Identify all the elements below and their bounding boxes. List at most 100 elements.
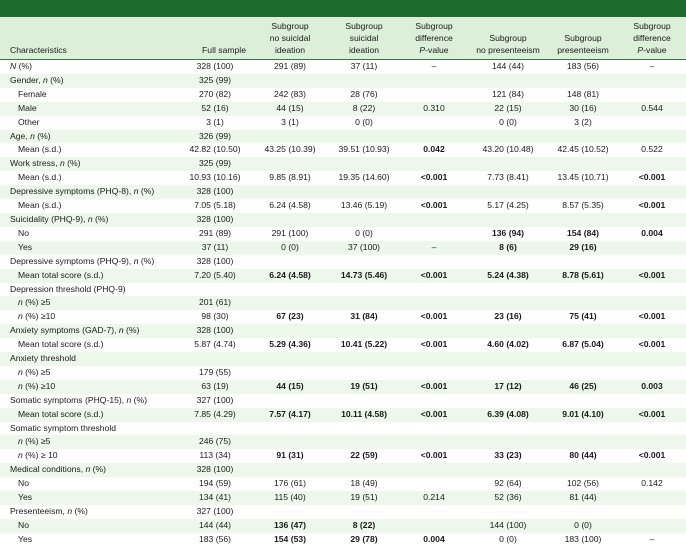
row-label: No — [18, 227, 29, 238]
table-cell: 10.11 (4.58) — [341, 408, 387, 419]
table-cell: 4.60 (4.02) — [487, 339, 529, 350]
table-cell: 0 (0) — [281, 241, 299, 252]
table-cell: 9.01 (4.10) — [562, 408, 604, 419]
table-cell: 5.17 (4.25) — [487, 200, 529, 211]
table-cell — [548, 296, 618, 310]
table-cell: 0 (0) — [499, 533, 517, 544]
table-cell — [468, 352, 548, 366]
header-pvalue-suicidal: Subgroup difference P-value — [415, 21, 453, 55]
row-label: n (%) ≥ 10 — [18, 450, 58, 461]
row-label: Male — [18, 102, 37, 113]
table-cell — [400, 185, 468, 199]
table-cell: 0.004 — [423, 533, 445, 544]
table-cell — [548, 422, 618, 436]
characteristics-table: Characteristics Full sample Subgroup no s… — [0, 17, 686, 547]
table-cell — [328, 185, 400, 199]
table-cell: 291 (89) — [198, 227, 231, 238]
table-cell — [328, 366, 400, 380]
row-label: Somatic symptom threshold — [10, 422, 117, 433]
row-label: Depression threshold (PHQ-9) — [10, 283, 126, 294]
table-cell — [618, 255, 686, 269]
table-cell — [618, 394, 686, 408]
table-cell: 8 (6) — [499, 241, 517, 252]
table-row: n (%) ≥5 179 (55) — [0, 366, 686, 380]
row-label: n (%) ≥10 — [18, 311, 56, 322]
table-row: No 194 (59) 176 (61) 18 (49) 92 (64) 102 (56)… — [0, 477, 686, 491]
table-row: n (%) ≥10 63 (19) 44 (15) 19 (51) <0.001 17 (… — [0, 379, 686, 394]
table-row: Anxiety threshold — [0, 352, 686, 366]
table-cell: 5.87 (4.74) — [194, 339, 236, 350]
table-cell: 19 (51) — [350, 492, 378, 503]
table-cell: <0.001 — [420, 172, 448, 183]
table-cell — [328, 296, 400, 310]
table-row: Mean total score (s.d.) 7.85 (4.29) 7.57 (… — [0, 407, 686, 422]
table-cell — [548, 324, 618, 338]
row-label: n (%) ≥5 — [18, 436, 51, 447]
row-label: Yes — [18, 241, 33, 252]
table-cell: 22 (15) — [494, 102, 522, 113]
table-cell — [618, 324, 686, 338]
table-cell: 176 (61) — [273, 478, 306, 489]
table-cell: 328 (100) — [196, 325, 234, 336]
table-cell: 0.142 — [641, 478, 663, 489]
table-cell: 81 (44) — [569, 492, 597, 503]
table-row: Presenteeism, n (%) 327 (100) — [0, 505, 686, 519]
table-cell — [618, 116, 686, 130]
table-cell: 37 (11) — [201, 241, 229, 252]
table-body: N (%) 328 (100) 291 (89) 37 (11) – 144 (44) 18… — [0, 60, 686, 547]
table-cell — [618, 157, 686, 171]
row-label: Anxiety threshold — [10, 353, 76, 364]
table-cell — [618, 88, 686, 102]
table-cell: 246 (75) — [198, 436, 231, 447]
table-cell: – — [649, 61, 655, 71]
table-row: Yes 37 (11) 0 (0) 37 (100) – 8 (6) 29 (16) — [0, 240, 686, 255]
row-label: Mean (s.d.) — [18, 172, 62, 183]
table-cell: 327 (100) — [196, 394, 234, 405]
table-cell: 327 (100) — [196, 506, 234, 516]
table-cell — [548, 130, 618, 144]
table-cell: 75 (41) — [569, 311, 597, 322]
table-cell: <0.001 — [420, 380, 448, 391]
row-label: Suicidality (PHQ-9), n (%) — [10, 213, 109, 224]
row-label: n (%) ≥10 — [18, 380, 56, 391]
table-cell — [548, 435, 618, 449]
table-cell — [468, 213, 548, 227]
table-cell: 179 (55) — [198, 366, 231, 377]
table-cell — [468, 296, 548, 310]
table-cell — [328, 283, 400, 297]
table-cell — [252, 366, 328, 380]
table-cell: 29 (16) — [569, 241, 597, 252]
table-cell — [328, 394, 400, 408]
row-label: No — [18, 478, 29, 489]
table-cell: 328 (100) — [196, 213, 234, 224]
table-cell — [618, 505, 686, 519]
table-cell: 0.004 — [641, 227, 663, 238]
table-cell: – — [431, 61, 437, 71]
row-label: Mean (s.d.) — [18, 200, 62, 211]
row-label: n (%) ≥5 — [18, 297, 51, 308]
table-cell — [400, 283, 468, 297]
table-row: n (%) ≥10 98 (30) 67 (23) 31 (84) <0.001 23 (… — [0, 310, 686, 324]
header-no-suicidal-ideation: Subgroup no suicidal ideation — [269, 21, 311, 55]
table-cell: 14.73 (5.46) — [340, 269, 388, 280]
table-row: Gender, n (%) 325 (99) — [0, 73, 686, 88]
table-cell: 136 (47) — [273, 519, 306, 530]
table-row: Medical conditions, n (%) 328 (100) — [0, 463, 686, 478]
table-cell — [328, 505, 400, 519]
table-cell: 0.042 — [423, 144, 445, 155]
table-cell — [252, 505, 328, 519]
table-cell — [400, 88, 468, 102]
table-cell: 7.05 (5.18) — [194, 200, 236, 211]
table-cell: <0.001 — [638, 200, 666, 211]
table-cell — [618, 491, 686, 505]
table-cell — [328, 463, 400, 477]
table-cell — [468, 130, 548, 144]
table-cell — [252, 283, 328, 297]
table-cell — [468, 435, 548, 449]
table-cell — [252, 394, 328, 408]
table-cell: 113 (34) — [199, 450, 231, 461]
table-cell: – — [649, 533, 655, 544]
table-cell: 10.93 (10.16) — [189, 172, 241, 183]
row-label: Yes — [18, 492, 33, 503]
table-cell — [468, 157, 548, 171]
